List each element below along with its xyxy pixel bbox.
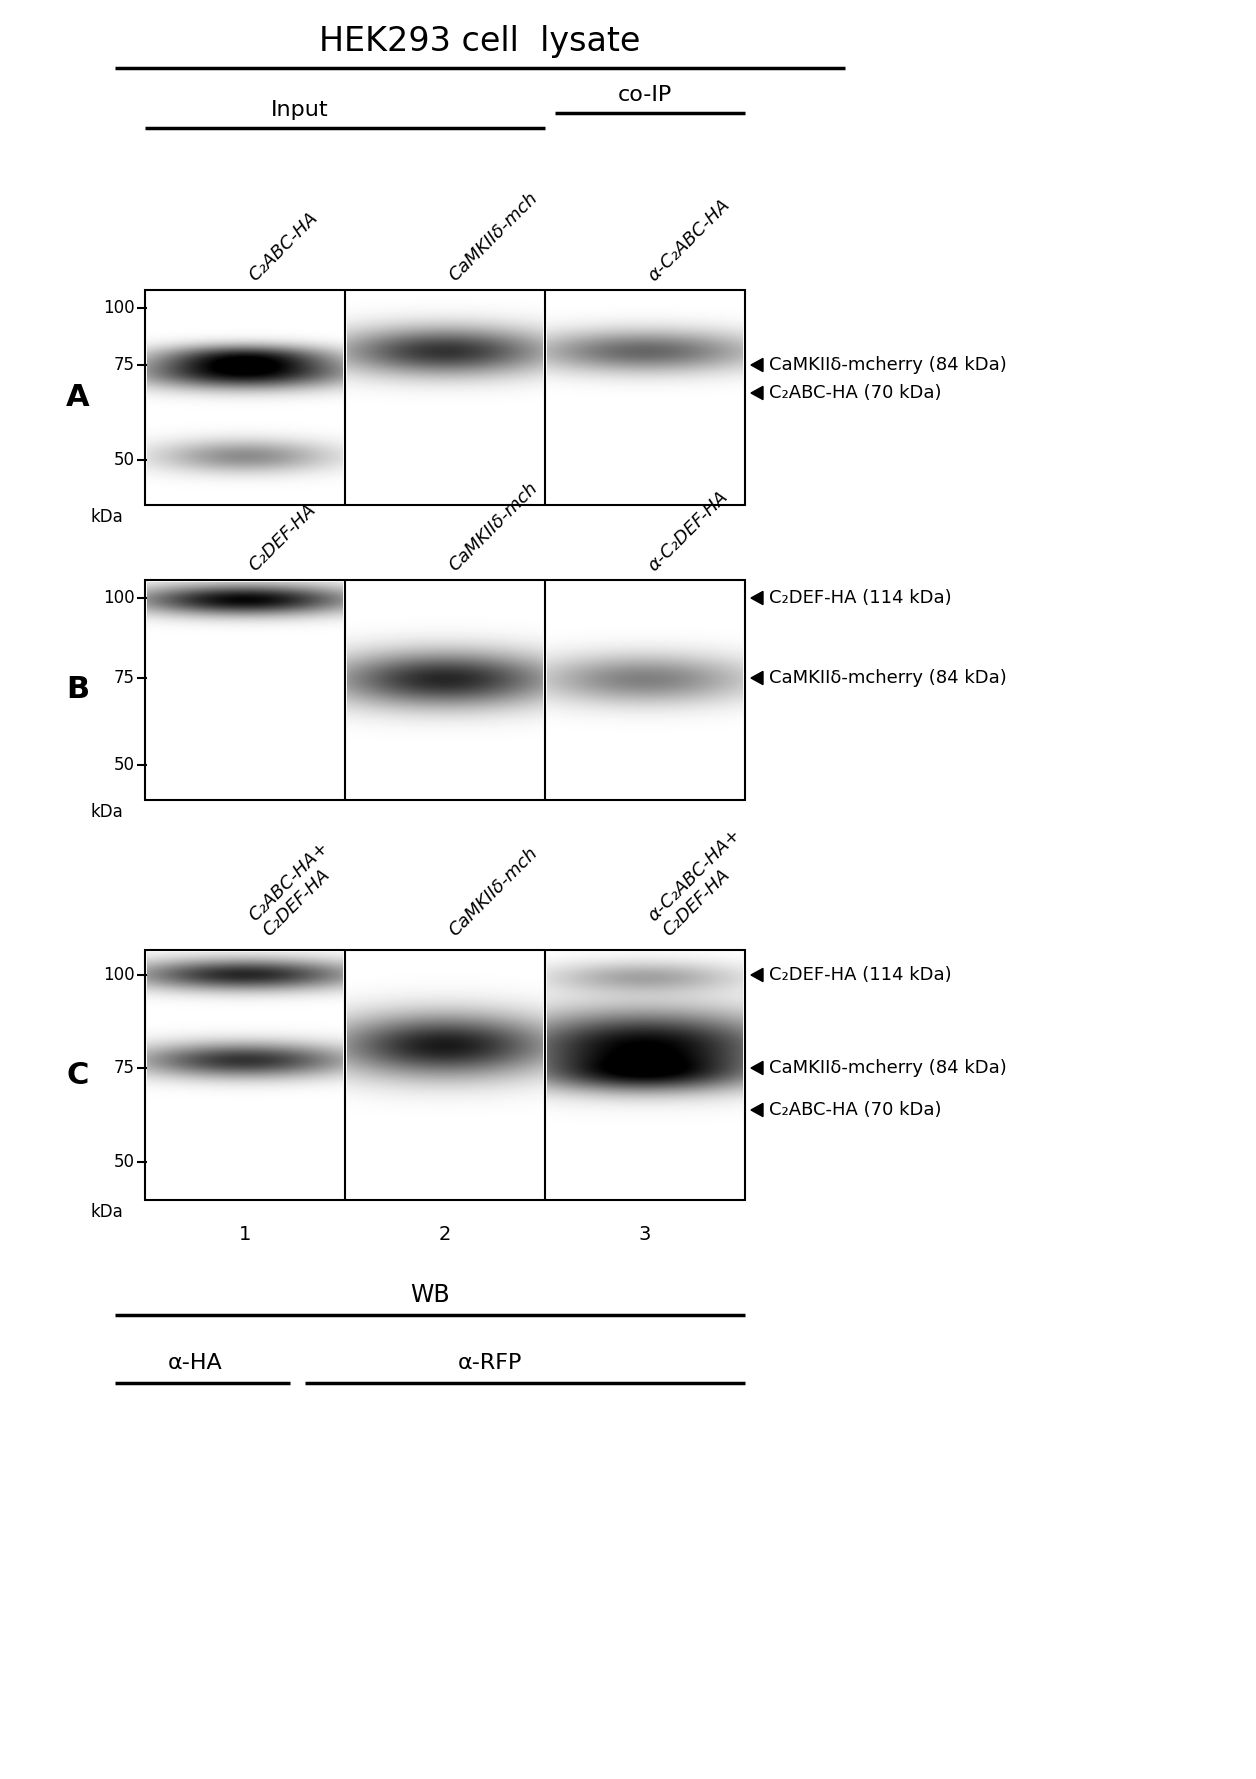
- Text: WB: WB: [411, 1283, 450, 1308]
- Text: 50: 50: [114, 1153, 134, 1171]
- Polygon shape: [751, 968, 762, 982]
- Bar: [144, 290, 745, 505]
- Polygon shape: [751, 591, 762, 605]
- Text: kDa: kDa: [90, 509, 123, 527]
- Text: 75: 75: [114, 669, 134, 687]
- Text: α-C₂DEF-HA: α-C₂DEF-HA: [646, 487, 732, 575]
- Text: CaMKIIδ-mch: CaMKIIδ-mch: [445, 189, 541, 285]
- Polygon shape: [751, 1103, 762, 1117]
- Text: C₂DEF-HA: C₂DEF-HA: [245, 502, 319, 575]
- Text: C₂DEF-HA (114 kDa): C₂DEF-HA (114 kDa): [769, 589, 952, 607]
- Text: CaMKIIδ-mcherry (84 kDa): CaMKIIδ-mcherry (84 kDa): [769, 669, 1007, 687]
- Text: CaMKIIδ-mch: CaMKIIδ-mch: [445, 479, 541, 575]
- Polygon shape: [751, 671, 762, 685]
- Text: 100: 100: [103, 299, 134, 317]
- Text: α-HA: α-HA: [167, 1354, 222, 1373]
- Text: CaMKIIδ-mcherry (84 kDa): CaMKIIδ-mcherry (84 kDa): [769, 1059, 1007, 1076]
- Text: kDa: kDa: [90, 802, 123, 820]
- Text: Input: Input: [271, 100, 329, 119]
- Text: C₂ABC-HA (70 kDa): C₂ABC-HA (70 kDa): [769, 384, 942, 402]
- Text: CaMKIIδ-mch: CaMKIIδ-mch: [445, 843, 541, 939]
- Text: B: B: [67, 676, 89, 704]
- Text: α-RFP: α-RFP: [458, 1354, 522, 1373]
- Text: C₂DEF-HA (114 kDa): C₂DEF-HA (114 kDa): [769, 966, 952, 984]
- Text: C: C: [67, 1060, 89, 1089]
- Bar: [144, 950, 745, 1201]
- Text: co-IP: co-IP: [618, 85, 672, 105]
- Text: CaMKIIδ-mcherry (84 kDa): CaMKIIδ-mcherry (84 kDa): [769, 356, 1007, 374]
- Text: 50: 50: [114, 756, 134, 774]
- Text: 100: 100: [103, 589, 134, 607]
- Text: 2: 2: [438, 1226, 451, 1244]
- Text: 3: 3: [639, 1226, 651, 1244]
- Text: C₂ABC-HA+
C₂DEF-HA: C₂ABC-HA+ C₂DEF-HA: [245, 838, 347, 939]
- Text: HEK293 cell  lysate: HEK293 cell lysate: [319, 25, 641, 59]
- Polygon shape: [751, 358, 762, 372]
- Text: α-C₂ABC-HA: α-C₂ABC-HA: [646, 196, 734, 285]
- Text: 75: 75: [114, 356, 134, 374]
- Text: α-C₂ABC-HA+
C₂DEF-HA: α-C₂ABC-HA+ C₂DEF-HA: [646, 825, 760, 939]
- Bar: [144, 580, 745, 801]
- Text: 75: 75: [114, 1059, 134, 1076]
- Text: A: A: [67, 382, 90, 413]
- Polygon shape: [751, 386, 762, 400]
- Text: C₂ABC-HA (70 kDa): C₂ABC-HA (70 kDa): [769, 1101, 942, 1119]
- Text: 100: 100: [103, 966, 134, 984]
- Text: 50: 50: [114, 452, 134, 470]
- Text: C₂ABC-HA: C₂ABC-HA: [245, 208, 322, 285]
- Text: 1: 1: [239, 1226, 251, 1244]
- Polygon shape: [751, 1062, 762, 1075]
- Text: kDa: kDa: [90, 1203, 123, 1220]
